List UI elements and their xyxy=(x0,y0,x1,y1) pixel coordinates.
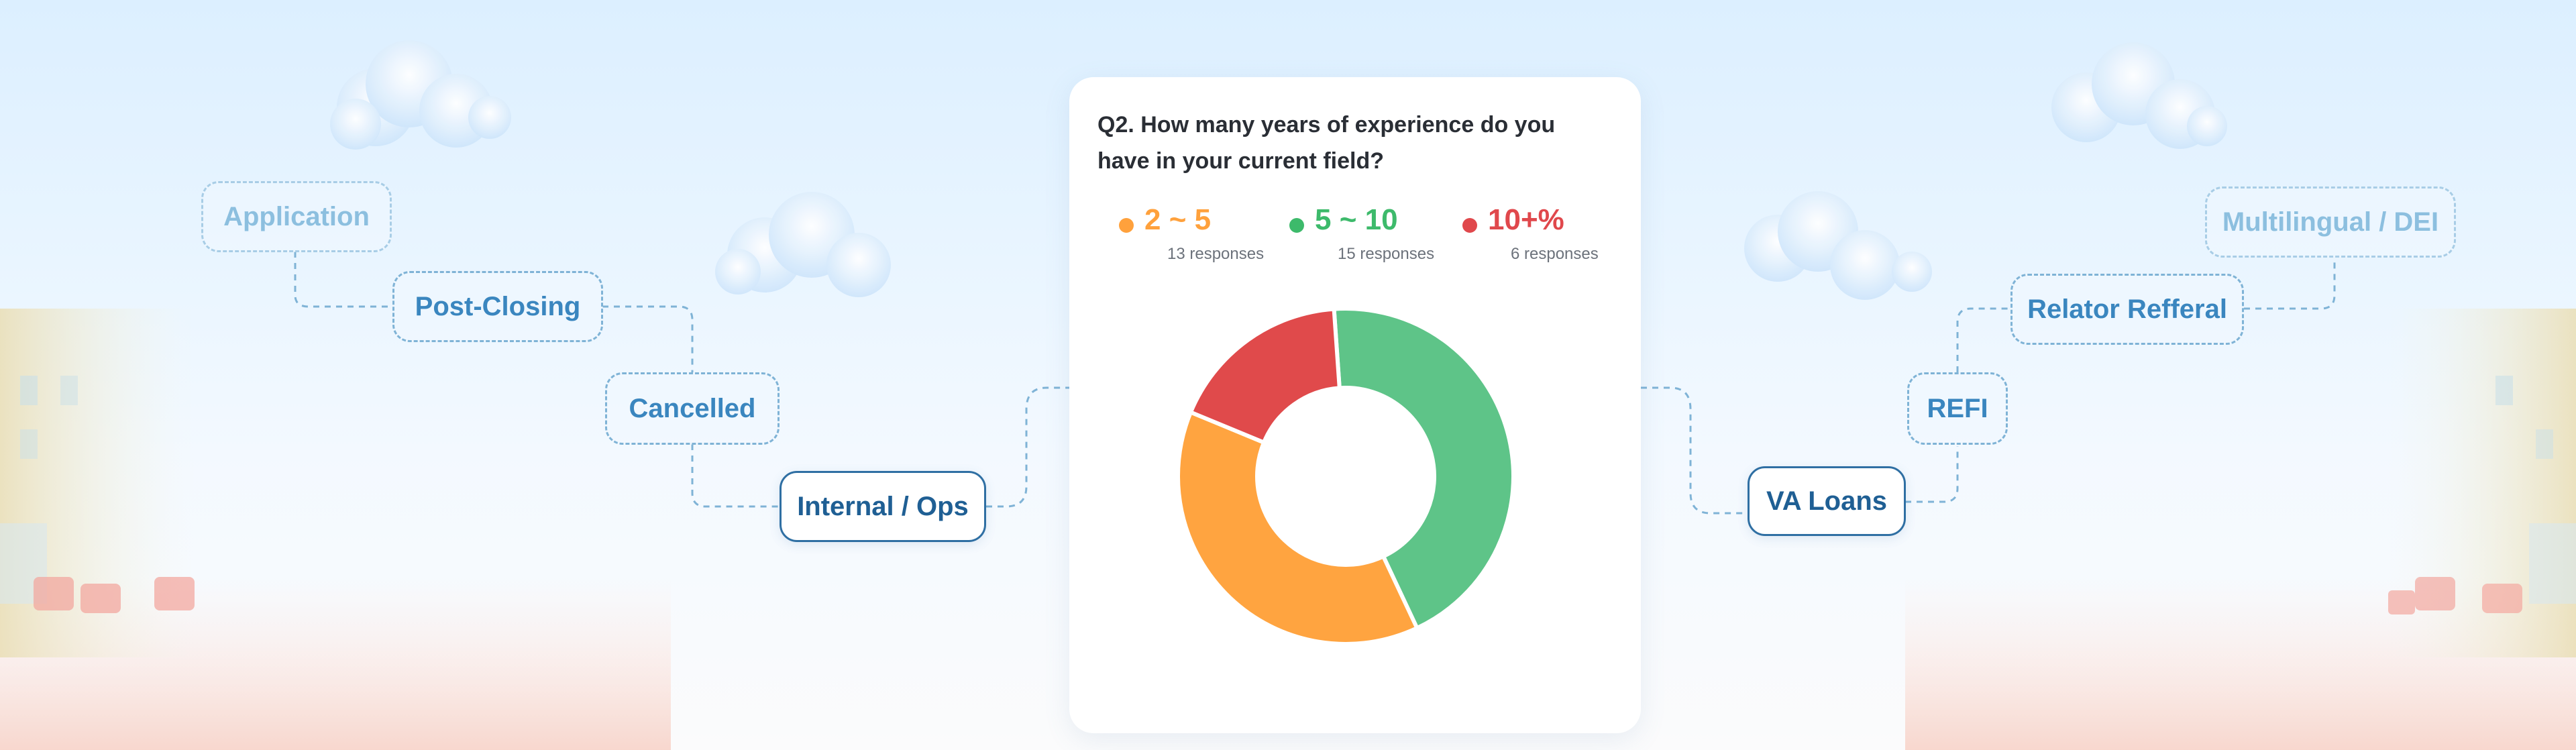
legend-label-10-plus: 10+% xyxy=(1488,203,1564,236)
tag-refi[interactable]: REFI xyxy=(1907,372,2008,445)
question-title: Q2. How many years of experience do you … xyxy=(1097,112,1556,174)
survey-card: Q2. How many years of experience do you … xyxy=(1069,77,1641,733)
legend-dot-10-plus xyxy=(1462,218,1477,233)
legend-label-2-5: 2 ~ 5 xyxy=(1144,203,1212,236)
donut-slice-5-10[interactable] xyxy=(1332,307,1515,631)
tag-multilingual-dei[interactable]: Multilingual / DEI xyxy=(2205,186,2456,258)
legend-dot-5-10 xyxy=(1289,218,1304,233)
chart-legend: 2 ~ 5 13 responses 5 ~ 10 15 responses 1… xyxy=(1069,203,1641,284)
tag-application[interactable]: Application xyxy=(201,181,392,252)
tag-internal-ops[interactable]: Internal / Ops xyxy=(780,471,986,542)
legend-responses-10-plus: 6 responses xyxy=(1511,245,1599,263)
legend-responses-5-10: 15 responses xyxy=(1338,245,1435,263)
tag-post-closing[interactable]: Post-Closing xyxy=(392,271,603,342)
donut-slice-2-5[interactable] xyxy=(1176,410,1419,646)
donut-slice-10[interactable] xyxy=(1188,307,1342,445)
legend-dot-2-5 xyxy=(1119,218,1134,233)
tag-relator-refferal[interactable]: Relator Refferal xyxy=(2010,274,2244,345)
tag-cancelled[interactable]: Cancelled xyxy=(605,372,780,445)
legend-label-5-10: 5 ~ 10 xyxy=(1315,203,1398,236)
tag-va-loans[interactable]: VA Loans xyxy=(1748,466,1906,536)
legend-responses-2-5: 13 responses xyxy=(1167,245,1265,263)
donut-chart xyxy=(1176,307,1515,646)
